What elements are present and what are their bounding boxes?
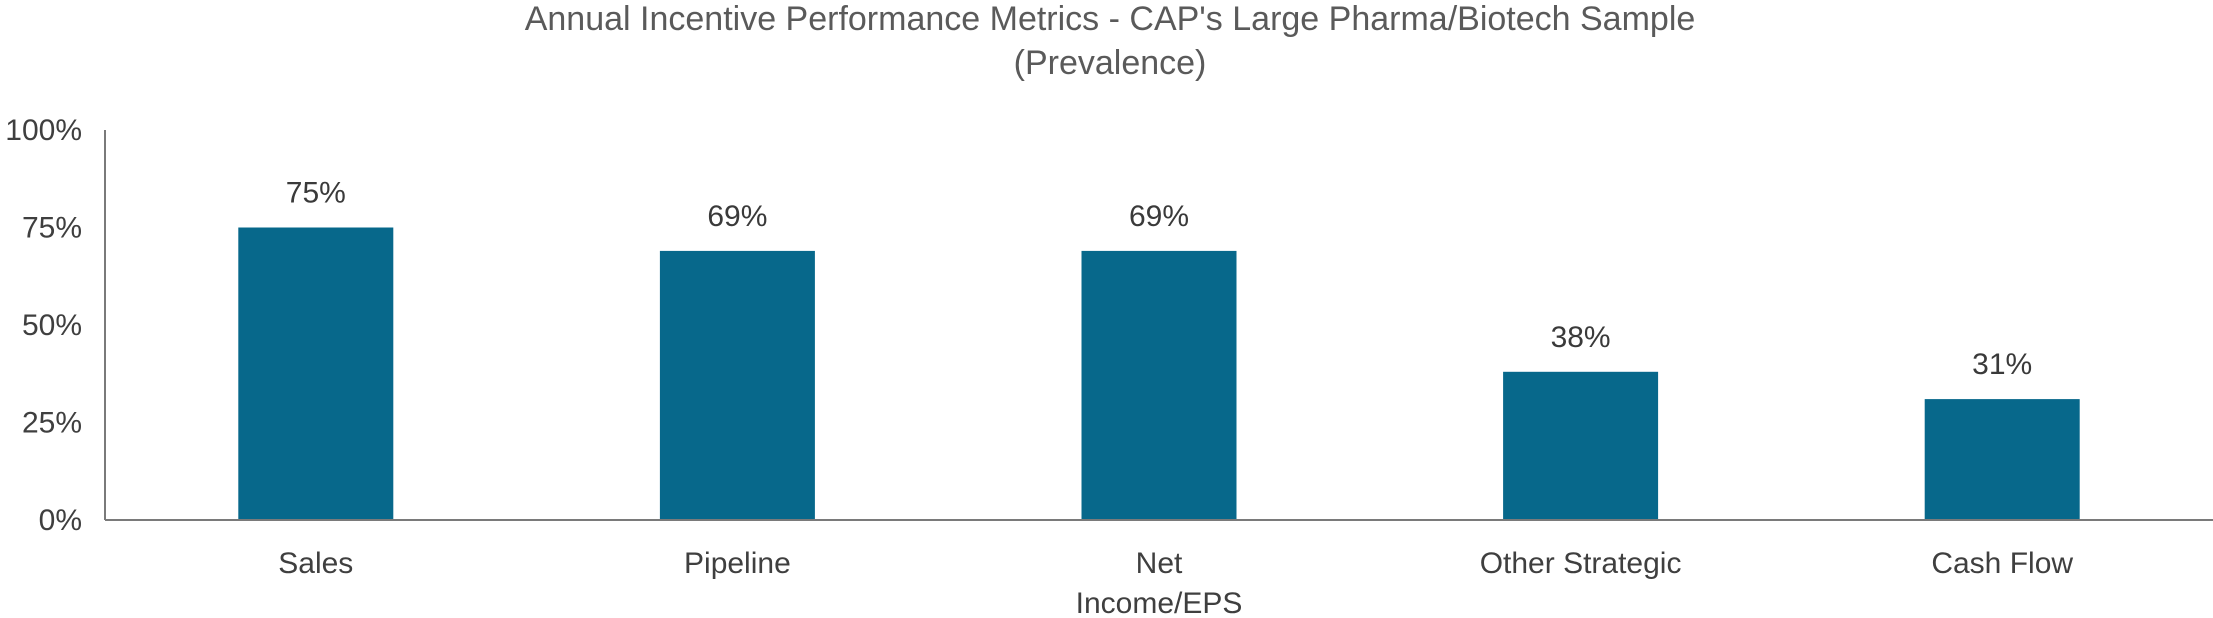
chart-title: Annual Incentive Performance Metrics - C… <box>525 0 1696 38</box>
bar <box>1924 399 2080 520</box>
y-tick-label: 75% <box>22 212 82 245</box>
bar <box>659 250 815 520</box>
bar-value-label: 75% <box>286 177 346 210</box>
y-axis-ticks: 0% 25% 50% 75% 100% <box>5 114 82 537</box>
data-labels: 75% 69% 69% 38% 31% <box>286 177 2032 382</box>
bar <box>1081 250 1237 520</box>
y-tick-label: 0% <box>39 504 82 537</box>
x-category-label: Pipeline <box>684 547 791 580</box>
bar-value-label: 31% <box>1972 348 2032 381</box>
y-tick-label: 25% <box>22 407 82 440</box>
y-tick-label: 100% <box>5 114 82 147</box>
x-category-label: Sales <box>278 547 353 580</box>
bar-value-label: 69% <box>1129 200 1189 233</box>
y-tick-label: 50% <box>22 309 82 342</box>
bar-value-label: 38% <box>1551 321 1611 354</box>
x-category-label: Income/EPS <box>1076 587 1243 618</box>
x-axis-labels: Sales Pipeline Net Income/EPS Other Strategi… <box>278 547 2073 618</box>
x-category-label: Net <box>1136 547 1183 580</box>
bar <box>238 227 394 520</box>
bars <box>238 227 2080 520</box>
bar-value-label: 69% <box>707 200 767 233</box>
x-category-label: Cash Flow <box>1931 547 2073 580</box>
chart-subtitle: (Prevalence) <box>1014 44 1207 82</box>
x-category-label: Other Strategic <box>1480 547 1682 580</box>
bar <box>1503 371 1659 520</box>
